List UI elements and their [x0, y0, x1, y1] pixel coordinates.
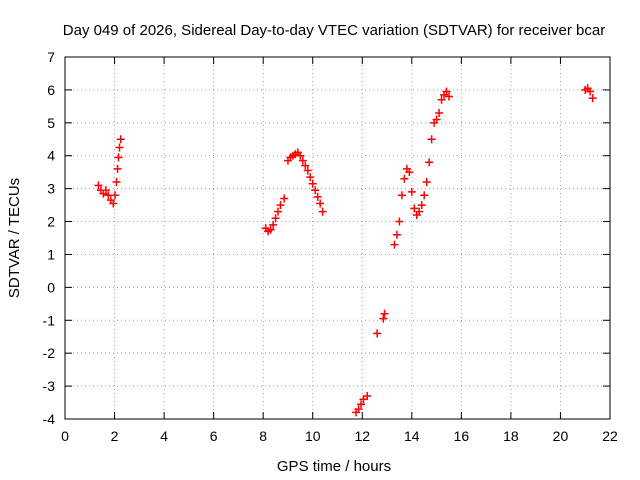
x-axis-ticks: 0 2 4 6 8 10 12 14 16 18 20 22 [61, 57, 618, 444]
y-tick-label: 0 [47, 279, 55, 295]
plot-frame [64, 56, 611, 420]
y-tick-label: 7 [47, 49, 55, 65]
data-point [104, 191, 113, 200]
y-tick-label: 4 [47, 148, 55, 164]
x-tick-label: 16 [454, 428, 470, 444]
data-point [94, 181, 103, 190]
x-tick-label: 22 [602, 428, 618, 444]
data-point [274, 207, 283, 216]
data-point [280, 194, 289, 203]
data-point [311, 186, 320, 195]
data-points [94, 84, 597, 417]
y-tick-label: -4 [43, 411, 56, 427]
data-point [116, 135, 125, 144]
y-tick-label: -3 [43, 378, 56, 394]
data-point [400, 174, 409, 183]
data-point [318, 207, 327, 216]
data-point [417, 201, 426, 210]
data-point [425, 158, 434, 167]
y-tick-label: -1 [43, 312, 56, 328]
data-point [415, 207, 424, 216]
y-tick-label: 5 [47, 115, 55, 131]
y-axis-label: SDTVAR / TECUs [6, 178, 23, 298]
x-tick-label: 18 [503, 428, 519, 444]
data-point [407, 187, 416, 196]
x-tick-label: 2 [111, 428, 119, 444]
data-point [422, 178, 431, 187]
data-point [298, 156, 307, 165]
data-point [442, 87, 451, 96]
chart-title: Day 049 of 2026, Sidereal Day-to-day VTE… [63, 22, 605, 39]
data-point [397, 191, 406, 200]
x-tick-label: 0 [61, 428, 69, 444]
data-point [354, 405, 363, 414]
data-point [276, 201, 285, 210]
data-point [392, 230, 401, 239]
data-point [420, 191, 429, 200]
data-point [586, 87, 595, 96]
data-point [115, 143, 124, 152]
y-tick-label: 1 [47, 246, 55, 262]
x-tick-label: 10 [305, 428, 321, 444]
data-point [313, 192, 322, 201]
y-tick-label: 6 [47, 82, 55, 98]
data-point [112, 178, 121, 187]
data-point [395, 217, 404, 226]
x-tick-label: 20 [553, 428, 569, 444]
data-point [435, 108, 444, 117]
grid-lines [65, 57, 610, 419]
x-tick-label: 8 [259, 428, 267, 444]
data-point [269, 220, 278, 229]
data-point [380, 309, 389, 318]
data-point [432, 115, 441, 124]
x-tick-label: 4 [160, 428, 168, 444]
data-point [588, 94, 597, 103]
data-point [379, 314, 388, 323]
data-point [109, 199, 118, 208]
y-tick-label: -2 [43, 345, 56, 361]
data-point [444, 92, 453, 101]
data-point [437, 95, 446, 104]
x-tick-label: 12 [354, 428, 370, 444]
y-axis-ticks: -4 -3 -2 -1 0 1 2 3 4 5 6 7 [43, 49, 610, 427]
data-point [114, 153, 123, 162]
data-point [271, 214, 280, 223]
x-axis-label: GPS time / hours [277, 458, 391, 475]
data-point [113, 164, 122, 173]
data-point [303, 166, 312, 175]
data-point [266, 225, 275, 234]
data-point [296, 151, 305, 160]
data-point [410, 204, 419, 213]
data-point [373, 329, 382, 338]
data-point [301, 161, 310, 170]
y-tick-label: 2 [47, 214, 55, 230]
x-tick-label: 6 [210, 428, 218, 444]
data-point [111, 191, 120, 200]
data-point [390, 240, 399, 249]
x-tick-label: 14 [404, 428, 420, 444]
data-point [363, 391, 372, 400]
y-tick-label: 3 [47, 181, 55, 197]
data-point [405, 168, 414, 177]
data-point [101, 186, 110, 195]
data-point [316, 199, 325, 208]
data-point [427, 135, 436, 144]
data-point [306, 173, 315, 182]
data-point [308, 179, 317, 188]
data-point [357, 400, 366, 409]
